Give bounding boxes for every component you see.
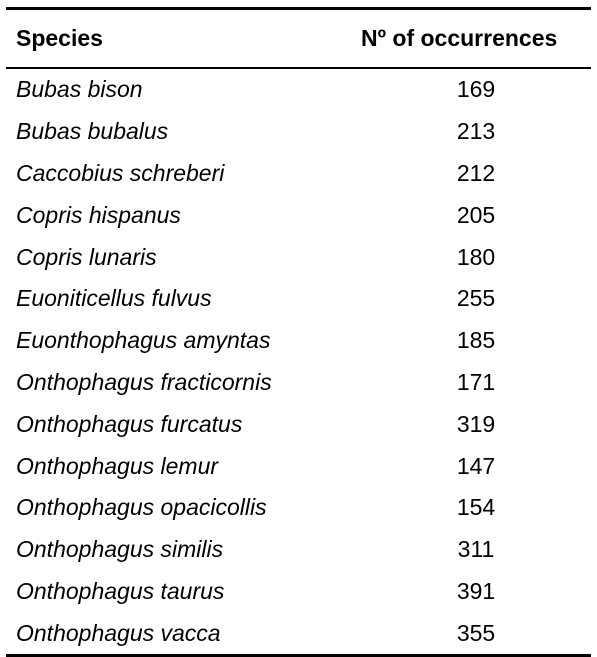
occurrences-table-container: Species Nº of occurrences Bubas bison 169… (6, 7, 591, 657)
column-header-occurrences: Nº of occurrences (361, 25, 558, 51)
table-row: Onthophagus fracticornis 171 (6, 362, 591, 404)
species-name-cell: Onthophagus opacicollis (16, 494, 267, 521)
species-name-cell: Copris hispanus (16, 201, 181, 228)
table-row: Copris lunaris 180 (6, 236, 591, 278)
species-name-cell: Euonthophagus amyntas (16, 327, 271, 354)
species-name-cell: Caccobius schreberi (16, 159, 225, 186)
table-row: Bubas bubalus 213 (6, 111, 591, 153)
table-body: Bubas bison 169 Bubas bubalus 213 Caccobius … (6, 68, 591, 656)
table-row: Copris hispanus 205 (6, 194, 591, 236)
table-header: Species Nº of occurrences (6, 8, 591, 68)
table-row: Caccobius schreberi 212 (6, 153, 591, 195)
occurrence-count-cell: 212 (456, 159, 496, 186)
occurrence-count-cell: 213 (456, 118, 496, 145)
table-row: Bubas bison 169 (6, 68, 591, 111)
table-row: Onthophagus similis 311 (6, 529, 591, 571)
occurrence-count-cell: 171 (456, 368, 496, 395)
occurrence-count-cell: 319 (456, 410, 496, 437)
species-name-cell: Onthophagus fracticornis (16, 368, 272, 395)
species-name-cell: Bubas bison (16, 76, 143, 103)
occurrence-count-cell: 355 (456, 619, 496, 646)
species-name-cell: Onthophagus furcatus (16, 410, 243, 437)
species-name-cell: Euoniticellus fulvus (16, 285, 212, 312)
table-row: Euoniticellus fulvus 255 (6, 278, 591, 320)
occurrence-count-cell: 147 (456, 452, 496, 479)
header-row: Species Nº of occurrences (6, 8, 591, 68)
species-name-cell: Onthophagus taurus (16, 577, 225, 604)
occurrence-count-cell: 180 (456, 243, 496, 270)
occurrence-count-cell: 391 (456, 577, 496, 604)
species-name-cell: Onthophagus lemur (16, 452, 219, 479)
occurrence-count-cell: 185 (456, 327, 496, 354)
table-row: Onthophagus furcatus 319 (6, 403, 591, 445)
species-name-cell: Onthophagus vacca (16, 619, 221, 646)
species-name-cell: Onthophagus similis (16, 536, 224, 563)
occurrence-count-cell: 255 (456, 285, 496, 312)
table-row: Onthophagus vacca 355 (6, 612, 591, 656)
table-row: Onthophagus taurus 391 (6, 571, 591, 613)
species-name-cell: Bubas bubalus (16, 118, 169, 145)
table-row: Onthophagus opacicollis 154 (6, 487, 591, 529)
occurrence-count-cell: 169 (456, 76, 496, 103)
table-row: Euonthophagus amyntas 185 (6, 320, 591, 362)
column-header-species: Species (16, 25, 103, 51)
occurrence-count-cell: 154 (456, 494, 496, 521)
table-row: Onthophagus lemur 147 (6, 445, 591, 487)
occurrence-count-cell: 205 (456, 201, 496, 228)
occurrences-table: Species Nº of occurrences Bubas bison 169… (6, 7, 591, 657)
species-name-cell: Copris lunaris (16, 243, 157, 270)
occurrence-count-cell: 311 (457, 536, 495, 563)
